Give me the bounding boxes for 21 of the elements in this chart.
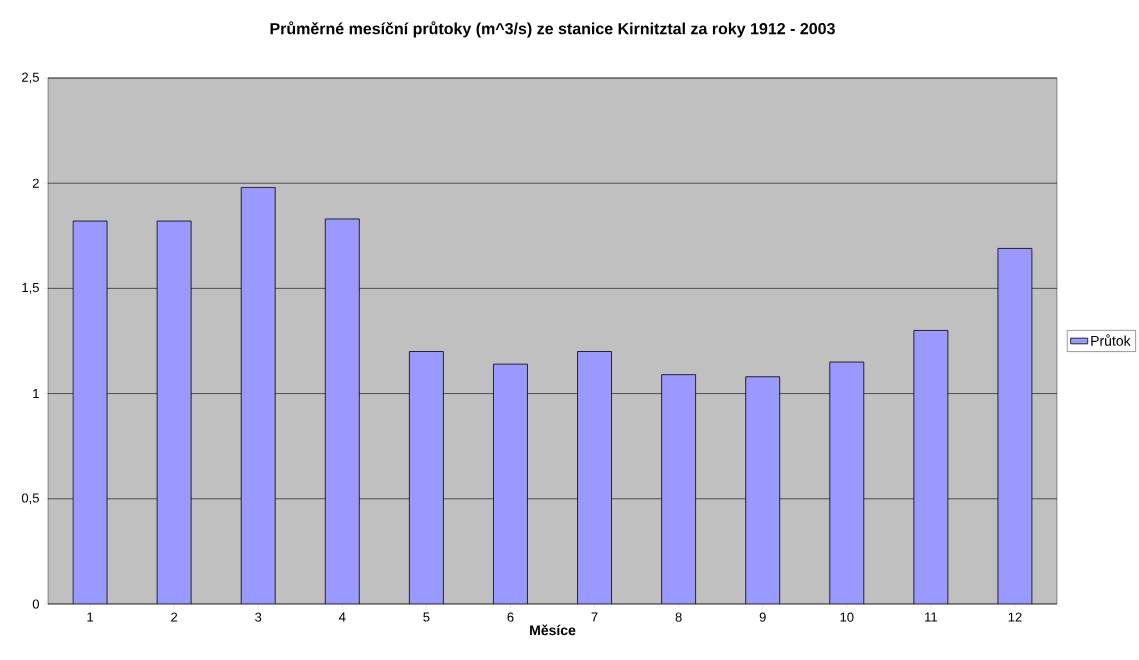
x-tick-label: 12 <box>1008 612 1022 622</box>
x-tick-label: 5 <box>423 612 430 622</box>
chart-title: Průměrné mesíční průtoky (m^3/s) ze stanice Kirnitztal za roky 1912 - 2003 <box>270 21 835 38</box>
x-axis-title: Měsíce <box>530 624 576 636</box>
x-tick-label: 8 <box>675 612 682 622</box>
x-tick-label: 10 <box>840 612 854 622</box>
y-tick-label: 2 <box>32 178 39 188</box>
x-tick-label: 4 <box>338 612 346 622</box>
y-tick-label: 1,5 <box>22 283 39 294</box>
x-tick-label: 3 <box>255 612 262 622</box>
y-tick-label: 0 <box>32 599 39 609</box>
x-tick-label: 11 <box>925 612 937 622</box>
y-tick-label: 2,5 <box>22 72 39 84</box>
x-tick-label: 6 <box>507 612 514 622</box>
legend-label: Průtok <box>1091 334 1131 346</box>
x-tick-label: 7 <box>591 612 598 622</box>
y-tick-label: 0,5 <box>21 493 39 505</box>
x-tick-label: 1 <box>87 612 94 622</box>
x-tick-label: 9 <box>759 612 766 622</box>
y-tick-label: 1 <box>33 389 39 399</box>
x-tick-label: 2 <box>171 612 178 622</box>
